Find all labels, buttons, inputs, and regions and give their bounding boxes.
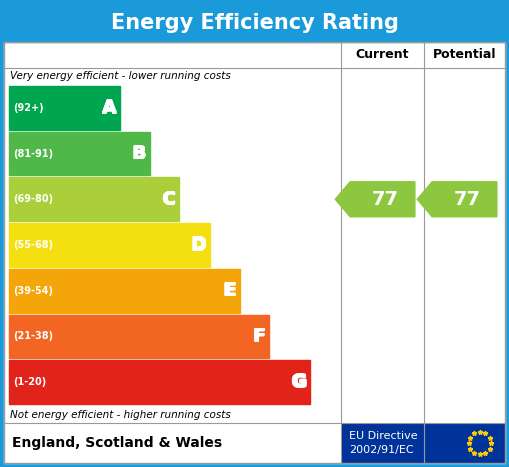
Text: Energy Efficiency Rating: Energy Efficiency Rating: [110, 13, 399, 33]
Text: F: F: [252, 328, 265, 346]
Text: D: D: [190, 236, 206, 254]
Text: E: E: [222, 282, 235, 300]
Text: C: C: [162, 190, 176, 208]
Bar: [9, 269, 240, 312]
Text: F: F: [252, 327, 265, 346]
Text: E: E: [224, 282, 236, 300]
Text: D: D: [192, 236, 207, 254]
Text: (69-80): (69-80): [13, 194, 53, 204]
Text: E: E: [223, 283, 236, 300]
Text: D: D: [190, 237, 206, 255]
Text: C: C: [162, 191, 176, 209]
Bar: [342, 424, 504, 462]
Text: C: C: [162, 190, 175, 208]
Text: D: D: [192, 235, 207, 253]
Text: E: E: [222, 283, 235, 300]
Text: C: C: [161, 190, 175, 208]
Text: B: B: [131, 145, 145, 163]
Text: C: C: [162, 190, 176, 208]
Text: F: F: [253, 328, 266, 346]
Text: G: G: [290, 374, 305, 392]
Text: (92+): (92+): [13, 103, 44, 113]
Text: EU Directive: EU Directive: [349, 431, 417, 441]
Bar: [9, 360, 310, 404]
Text: A: A: [102, 99, 116, 117]
Text: G: G: [291, 374, 306, 392]
Text: G: G: [290, 373, 305, 390]
Bar: [9, 315, 269, 358]
Text: C: C: [162, 191, 175, 209]
Text: D: D: [191, 236, 206, 254]
Circle shape: [464, 427, 496, 459]
Bar: [9, 177, 179, 221]
Text: G: G: [292, 373, 306, 390]
Text: (21-38): (21-38): [13, 332, 53, 341]
Text: E: E: [224, 281, 236, 299]
Text: Potential: Potential: [433, 49, 496, 62]
Text: Not energy efficient - higher running costs: Not energy efficient - higher running co…: [10, 410, 231, 420]
Text: 77: 77: [454, 190, 481, 209]
Text: A: A: [102, 99, 116, 118]
Text: D: D: [192, 237, 207, 255]
Bar: [9, 86, 120, 130]
Text: F: F: [252, 328, 264, 346]
Text: B: B: [132, 144, 146, 162]
Text: A: A: [102, 98, 116, 116]
Text: F: F: [252, 327, 264, 345]
Text: D: D: [191, 235, 206, 253]
Text: G: G: [290, 373, 305, 391]
Text: G: G: [291, 373, 306, 390]
Text: B: B: [133, 144, 146, 162]
Text: G: G: [292, 373, 306, 391]
Text: A: A: [102, 98, 116, 116]
Text: A: A: [103, 99, 117, 117]
Text: E: E: [223, 282, 236, 300]
Text: England, Scotland & Wales: England, Scotland & Wales: [12, 436, 222, 450]
Text: A: A: [103, 98, 117, 116]
Text: F: F: [252, 327, 264, 346]
Text: C: C: [161, 190, 175, 208]
Bar: [4, 4, 505, 42]
Text: E: E: [223, 281, 236, 299]
Text: D: D: [191, 237, 206, 255]
Text: B: B: [133, 145, 146, 163]
Text: B: B: [131, 144, 145, 162]
Text: A: A: [103, 99, 117, 118]
Text: B: B: [131, 145, 145, 163]
Text: C: C: [161, 191, 175, 209]
Bar: [9, 132, 150, 176]
Text: G: G: [292, 374, 306, 392]
Text: B: B: [132, 145, 146, 163]
Text: B: B: [133, 145, 146, 163]
Text: A: A: [102, 99, 116, 118]
Text: D: D: [190, 235, 206, 253]
Text: F: F: [253, 327, 266, 345]
Text: (81-91): (81-91): [13, 149, 53, 159]
Text: E: E: [224, 283, 236, 300]
Polygon shape: [335, 182, 415, 217]
Text: A: A: [102, 99, 116, 117]
Bar: [9, 223, 210, 267]
Text: G: G: [291, 373, 306, 391]
Polygon shape: [417, 182, 497, 217]
Text: (55-68): (55-68): [13, 240, 53, 250]
Text: Very energy efficient - lower running costs: Very energy efficient - lower running co…: [10, 71, 231, 81]
Text: C: C: [162, 190, 175, 208]
Text: F: F: [253, 327, 266, 346]
Text: E: E: [222, 281, 235, 299]
Text: (1-20): (1-20): [13, 377, 46, 387]
Text: (39-54): (39-54): [13, 286, 53, 296]
Text: 2002/91/EC: 2002/91/EC: [349, 445, 414, 455]
Text: Current: Current: [356, 49, 409, 62]
Text: B: B: [132, 145, 146, 163]
Text: 77: 77: [372, 190, 399, 209]
Text: F: F: [252, 327, 265, 345]
